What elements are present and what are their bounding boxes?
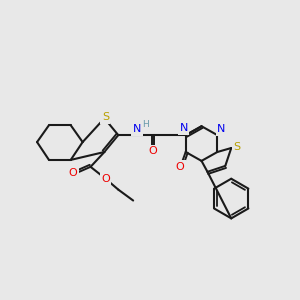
Text: N: N: [179, 123, 188, 133]
Text: S: S: [234, 142, 241, 152]
Text: O: O: [68, 168, 77, 178]
Text: S: S: [102, 112, 109, 122]
Text: H: H: [142, 120, 148, 129]
Text: O: O: [148, 146, 157, 156]
Text: N: N: [217, 124, 226, 134]
Text: O: O: [101, 174, 110, 184]
Text: N: N: [133, 124, 141, 134]
Text: O: O: [175, 162, 184, 172]
